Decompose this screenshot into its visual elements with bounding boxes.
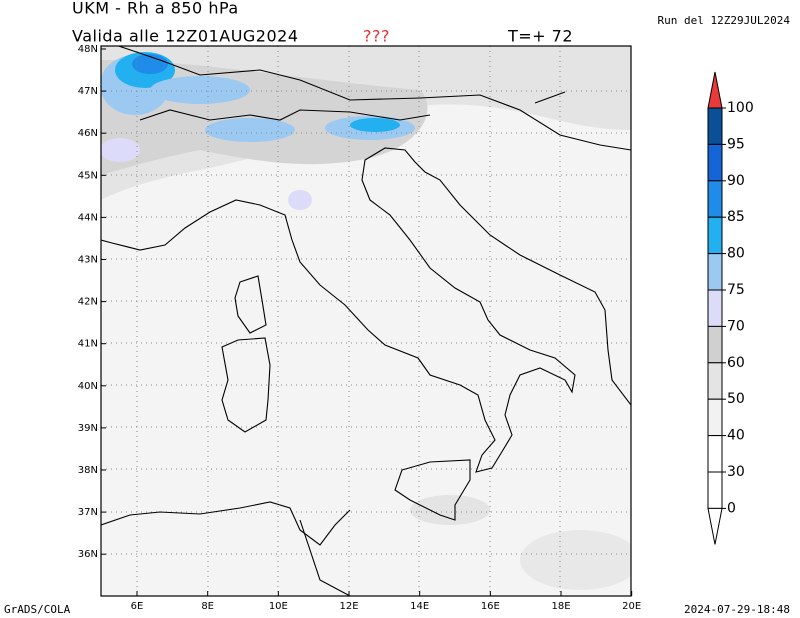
colorbar-label: 80 bbox=[727, 246, 745, 262]
y-tick-label: 36N bbox=[78, 549, 98, 560]
colorbar-label: 40 bbox=[727, 428, 745, 444]
title: UKM - Rh a 850 hPa bbox=[72, 0, 239, 18]
colorbar-label: 50 bbox=[727, 391, 745, 407]
y-tick-label: 41N bbox=[78, 339, 98, 350]
x-tick-label: 10E bbox=[269, 601, 288, 612]
x-tick-label: 20E bbox=[622, 601, 641, 612]
y-tick-label: 46N bbox=[78, 128, 98, 139]
x-axis: 6E 8E 10E 12E 14E 16E 18E 20E bbox=[131, 591, 641, 612]
x-tick-label: 18E bbox=[551, 601, 570, 612]
colorbar-label: 100 bbox=[727, 100, 754, 116]
coastlines bbox=[101, 46, 631, 596]
colorbar-under bbox=[707, 507, 723, 545]
y-tick-label: 45N bbox=[78, 170, 98, 181]
y-tick-label: 47N bbox=[78, 86, 98, 97]
colorbar-over bbox=[707, 71, 723, 109]
run-time: Run del 12Z29JUL2024 bbox=[658, 14, 791, 27]
colorbar-segment bbox=[707, 398, 723, 437]
y-tick-label: 39N bbox=[78, 423, 98, 434]
colorbar-label: 95 bbox=[727, 136, 745, 152]
colorbar-segment bbox=[707, 180, 723, 218]
colorbar-label: 85 bbox=[727, 209, 745, 225]
colorbar-segment bbox=[707, 143, 723, 182]
colorbar-segment bbox=[707, 216, 723, 255]
colorbar-segment bbox=[707, 107, 723, 145]
colorbar-label: 90 bbox=[727, 173, 745, 189]
colorbar-label: 30 bbox=[727, 464, 745, 480]
map-field bbox=[101, 46, 631, 596]
forecast-step: T=+ 72 bbox=[507, 27, 573, 46]
footer-right: 2024-07-29-18:48 bbox=[684, 603, 790, 616]
colorbar-label: 75 bbox=[727, 282, 745, 298]
x-tick-label: 16E bbox=[481, 601, 500, 612]
x-tick-label: 8E bbox=[201, 601, 214, 612]
valid-time: Valida alle 12Z01AUG2024 bbox=[72, 27, 299, 46]
colorbar-label: 70 bbox=[727, 318, 745, 334]
colorbar-segment bbox=[707, 253, 723, 291]
y-tick-label: 40N bbox=[78, 381, 98, 392]
colorbar: 100 95 90 85 80 75 70 60 50 40 30 0 bbox=[707, 71, 754, 545]
x-tick-label: 6E bbox=[131, 601, 144, 612]
colorbar-segment bbox=[707, 435, 723, 473]
colorbar-label: 0 bbox=[727, 500, 736, 516]
graticule bbox=[101, 46, 631, 596]
colorbar-segment bbox=[707, 362, 723, 400]
x-tick-label: 14E bbox=[410, 601, 429, 612]
y-tick-label: 48N bbox=[78, 44, 98, 55]
colorbar-label: 60 bbox=[727, 355, 745, 371]
y-tick-label: 37N bbox=[78, 507, 98, 518]
x-tick-label: 12E bbox=[339, 601, 358, 612]
flag: ??? bbox=[363, 27, 390, 46]
y-tick-label: 38N bbox=[78, 465, 98, 476]
colorbar-segment bbox=[707, 289, 723, 327]
map-frame bbox=[100, 45, 632, 597]
y-axis: 48N 47N 46N 45N 44N 43N 42N 41N 40N 39N 38N 37N 36N bbox=[78, 44, 106, 560]
footer-left: GrADS/COLA bbox=[4, 603, 71, 616]
colorbar-segment bbox=[707, 325, 723, 364]
colorbar-segment bbox=[707, 471, 723, 509]
y-tick-label: 44N bbox=[78, 212, 98, 223]
y-tick-label: 42N bbox=[78, 297, 98, 308]
y-tick-label: 43N bbox=[78, 255, 98, 266]
